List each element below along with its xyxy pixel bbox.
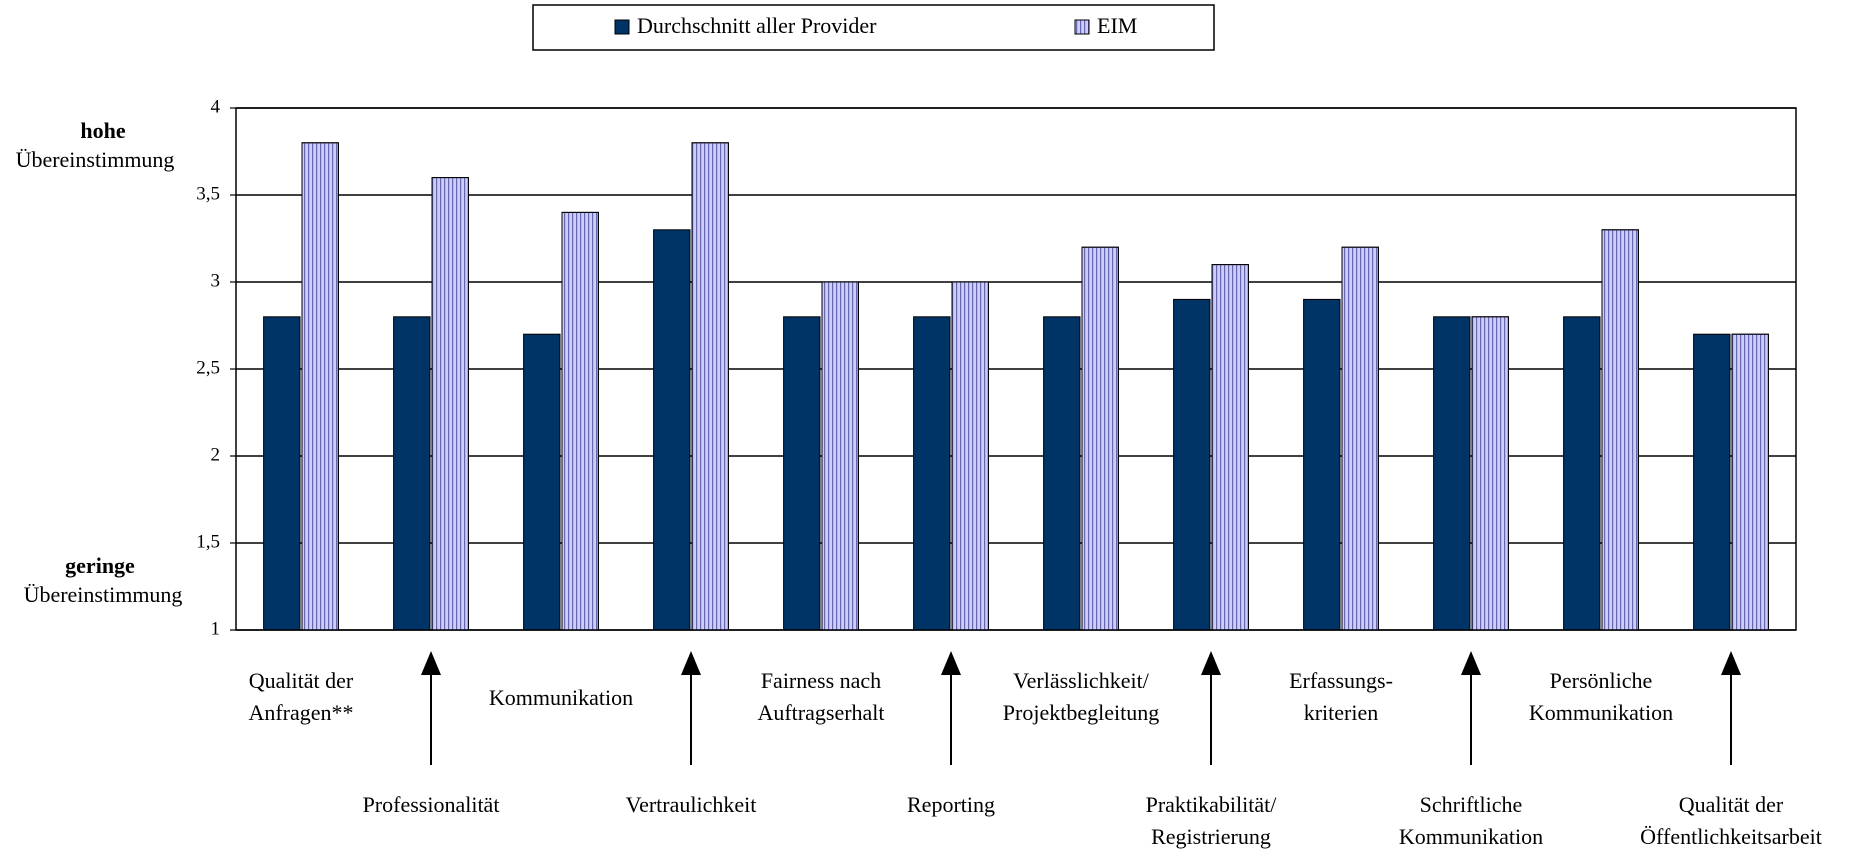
x-tick-label: Kommunikation <box>1399 824 1543 849</box>
bar-hatch <box>561 211 599 631</box>
arrow-head <box>1201 651 1221 675</box>
x-tick-label: Erfassungs- <box>1289 668 1393 693</box>
arrow-head <box>421 651 441 675</box>
bar-hatch <box>431 177 469 631</box>
bar-hatch <box>691 142 729 631</box>
arrow-head <box>681 651 701 675</box>
y-bottom-label: Übereinstimmung <box>24 582 183 607</box>
bar-hatch <box>1601 229 1639 631</box>
legend-box <box>532 4 1215 51</box>
bar <box>263 316 301 631</box>
y-tick-label: 2,5 <box>196 357 220 378</box>
x-tick-label: Projektbegleitung <box>1003 700 1159 725</box>
y-top-label: Übereinstimmung <box>16 147 175 172</box>
x-tick-label: Kommunikation <box>489 685 633 710</box>
bar-hatch <box>951 281 989 631</box>
y-bottom-label: geringe <box>65 553 135 578</box>
arrow-head <box>1461 651 1481 675</box>
y-top-label: hohe <box>80 118 125 143</box>
bar-hatch <box>1211 264 1249 631</box>
bar <box>1173 298 1211 631</box>
legend-marker <box>614 19 630 35</box>
y-tick-label: 4 <box>211 96 221 117</box>
bar-hatch <box>1081 246 1119 631</box>
x-tick-label: Verlässlichkeit/ <box>1013 668 1150 693</box>
y-tick-label: 3 <box>211 270 221 291</box>
x-tick-label: kriterien <box>1304 700 1379 725</box>
x-tick-label: Fairness nach <box>761 668 881 693</box>
bar-hatch <box>1731 333 1769 631</box>
legend-label: EIM <box>1097 13 1137 38</box>
bar <box>1433 316 1471 631</box>
legend-hatch <box>1074 19 1090 35</box>
x-tick-label: Qualität der <box>249 668 354 693</box>
bar <box>1563 316 1601 631</box>
bar <box>1303 298 1341 631</box>
plot-border <box>235 107 1797 631</box>
arrow-head <box>941 651 961 675</box>
y-tick-label: 1 <box>211 618 221 639</box>
x-tick-label: Anfragen** <box>248 700 353 725</box>
legend-label: Durchschnitt aller Provider <box>637 13 877 38</box>
bar <box>783 316 821 631</box>
y-tick-label: 1,5 <box>196 531 220 552</box>
x-tick-label: Professionalität <box>363 792 500 817</box>
bar-hatch <box>1471 316 1509 631</box>
x-tick-label: Persönliche <box>1550 668 1653 693</box>
x-tick-label: Reporting <box>907 792 995 817</box>
x-tick-label: Kommunikation <box>1529 700 1673 725</box>
x-tick-label: Qualität der <box>1679 792 1784 817</box>
x-tick-label: Öffentlichkeitsarbeit <box>1640 824 1822 849</box>
bar <box>523 333 561 631</box>
bar <box>653 229 691 631</box>
bar <box>1693 333 1731 631</box>
y-tick-label: 2 <box>211 444 221 465</box>
bar-hatch <box>821 281 859 631</box>
bar <box>393 316 431 631</box>
bar <box>913 316 951 631</box>
bar <box>1043 316 1081 631</box>
x-tick-label: Schriftliche <box>1420 792 1523 817</box>
x-tick-label: Auftragserhalt <box>757 700 884 725</box>
y-tick-label: 3,5 <box>196 183 220 204</box>
bar-hatch <box>1341 246 1379 631</box>
bar-hatch <box>301 142 339 631</box>
arrow-head <box>1721 651 1741 675</box>
x-tick-label: Registrierung <box>1151 824 1271 849</box>
x-tick-label: Praktikabilität/ <box>1146 792 1278 817</box>
x-tick-label: Vertraulichkeit <box>626 792 757 817</box>
